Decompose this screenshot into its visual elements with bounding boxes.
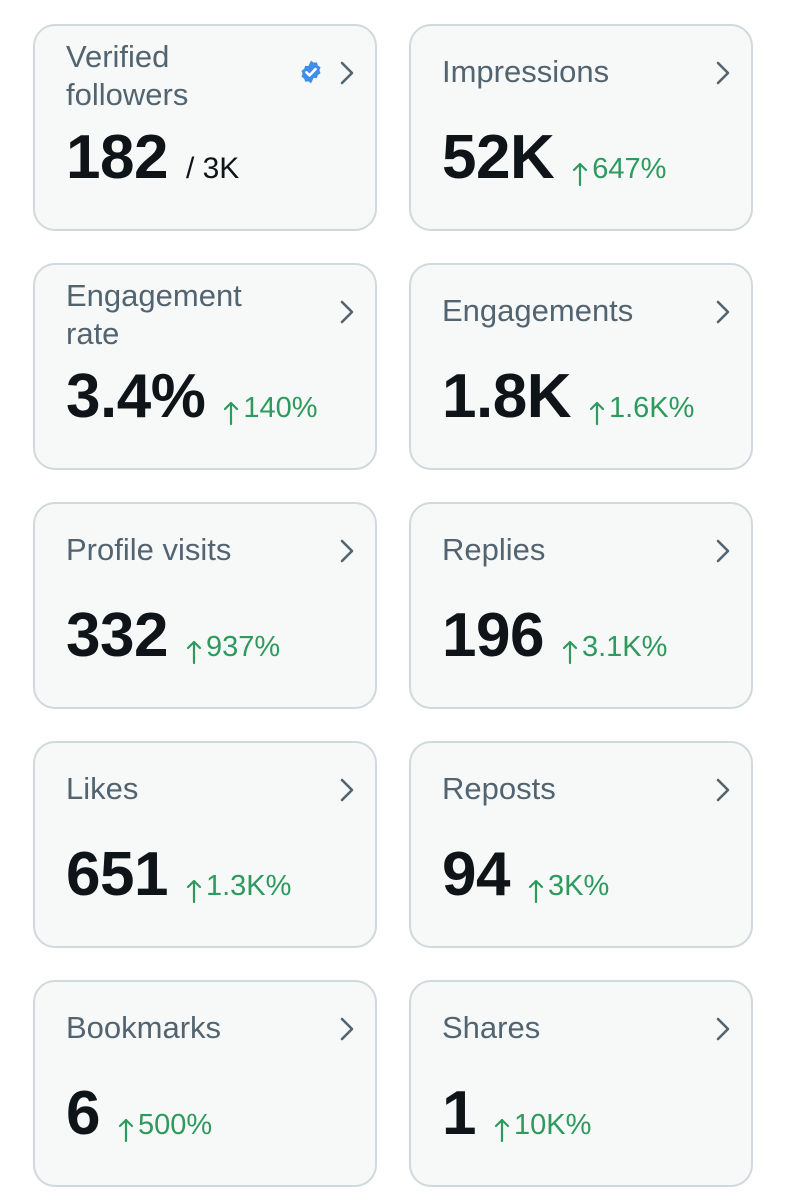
card-replies[interactable]: Replies 196 3.1K% — [409, 502, 753, 709]
metric-delta: 10K% — [494, 1109, 591, 1142]
metric-delta: 140% — [223, 392, 318, 425]
value-row: 182 / 3K — [66, 122, 239, 202]
value-row: 196 3.1K% — [442, 600, 667, 680]
card-impressions[interactable]: Impressions 52K 647% — [409, 24, 753, 231]
card-title: Impressions — [442, 54, 610, 89]
card-bookmarks[interactable]: Bookmarks 6 500% — [33, 980, 377, 1187]
metric-value: 182 — [66, 123, 168, 192]
value-row: 1.8K 1.6K% — [442, 361, 694, 441]
arrow-up-icon — [186, 640, 202, 664]
value-row: 52K 647% — [442, 122, 666, 202]
delta-text: 1.3K% — [205, 870, 292, 902]
chevron-right-icon — [716, 1017, 730, 1041]
value-row: 3.4% 140% — [66, 361, 318, 441]
card-profile-visits[interactable]: Profile visits 332 937% — [33, 502, 377, 709]
delta-text: 10K% — [513, 1109, 592, 1141]
card-likes[interactable]: Likes 651 1.3K% — [33, 741, 377, 948]
arrow-up-icon — [224, 401, 239, 425]
metric-value: 6 — [66, 1079, 100, 1148]
metric-value: 1.8K — [442, 362, 571, 431]
card-engagements[interactable]: Engagements 1.8K 1.6K% — [409, 263, 753, 470]
chevron-right-icon — [340, 778, 354, 802]
card-title: Engagement rate — [66, 278, 242, 351]
value-row: 94 3K% — [442, 839, 609, 919]
arrow-up-icon — [494, 1118, 510, 1142]
card-engagement-rate[interactable]: Engagement rate 3.4% 140% — [33, 263, 377, 470]
card-shares[interactable]: Shares 1 10K% — [409, 980, 753, 1187]
value-row: 651 1.3K% — [66, 839, 291, 919]
chevron-right-icon — [340, 300, 354, 324]
delta-text: 647% — [592, 153, 667, 185]
card-title: Bookmarks — [66, 1010, 222, 1045]
delta-text: 1.6K% — [608, 392, 695, 424]
arrow-up-icon — [589, 401, 605, 425]
metric-delta: 3K% — [528, 870, 609, 903]
chevron-right-icon — [716, 539, 730, 563]
arrow-up-icon — [528, 879, 544, 903]
chevron-right-icon — [716, 300, 730, 324]
card-title: Replies — [442, 532, 546, 567]
metric-value: 651 — [66, 840, 168, 909]
arrow-up-icon — [118, 1118, 134, 1142]
delta-text: 500% — [137, 1109, 213, 1141]
metric-delta: 937% — [186, 631, 280, 664]
value-row: 1 10K% — [442, 1078, 591, 1158]
metric-value: 3.4% — [66, 362, 206, 431]
chevron-right-icon — [716, 61, 730, 85]
chevron-right-icon — [340, 1017, 354, 1041]
verified-badge-icon — [301, 60, 321, 84]
metric-delta: 500% — [118, 1109, 212, 1142]
metric-delta: 1.6K% — [589, 392, 694, 425]
arrow-up-icon — [186, 879, 202, 903]
metric-value: 1 — [442, 1079, 476, 1148]
card-title: Engagements — [442, 293, 634, 328]
card-title: Shares — [442, 1010, 541, 1045]
metric-value: 52K — [442, 123, 555, 192]
card-title: Profile visits — [66, 532, 232, 567]
card-title: Reposts — [442, 771, 556, 806]
metric-total: / 3K — [185, 152, 240, 185]
delta-text: 3.1K% — [581, 631, 668, 663]
value-row: 332 937% — [66, 600, 280, 680]
metric-value: 196 — [442, 601, 544, 670]
delta-text: 140% — [243, 392, 318, 424]
chevron-right-icon — [340, 539, 354, 563]
delta-text: 937% — [205, 631, 281, 663]
chevron-right-icon — [716, 778, 730, 802]
metric-value: 332 — [66, 601, 168, 670]
metric-value: 94 — [442, 840, 510, 909]
chevron-right-icon — [340, 61, 354, 85]
delta-text: 3K% — [547, 870, 610, 902]
arrow-up-icon — [562, 640, 578, 664]
arrow-up-icon — [573, 162, 588, 186]
value-row: 6 500% — [66, 1078, 212, 1158]
metric-delta: 647% — [572, 153, 666, 186]
metric-delta: 1.3K% — [186, 870, 291, 903]
card-title: Likes — [66, 771, 139, 806]
metric-delta: 3.1K% — [562, 631, 667, 664]
card-verified-followers[interactable]: Verified followers 182 / 3K — [33, 24, 377, 231]
card-title: Verified followers — [66, 39, 189, 112]
card-reposts[interactable]: Reposts 94 3K% — [409, 741, 753, 948]
